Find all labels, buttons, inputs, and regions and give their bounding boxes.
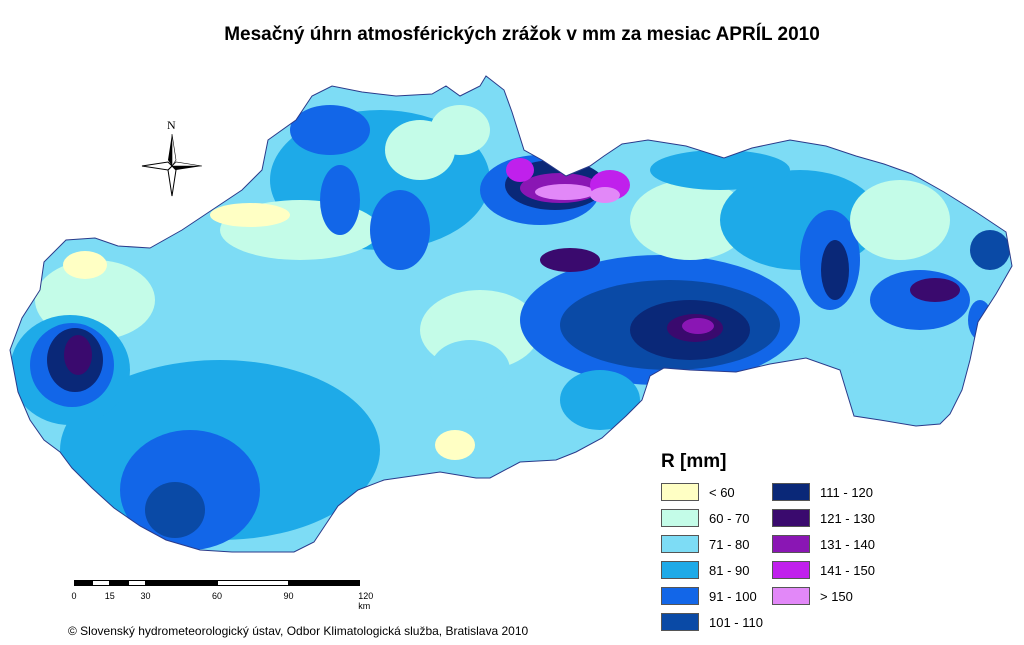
legend-label: 71 - 80	[709, 536, 750, 552]
legend-swatch	[661, 587, 699, 605]
legend-item: 91 - 100	[661, 586, 757, 606]
legend-swatch	[661, 535, 699, 553]
legend-swatch	[772, 587, 810, 605]
scale-tick-label: 30	[140, 591, 151, 601]
legend-item: 81 - 90	[661, 560, 749, 580]
scale-tick-label: 120 km	[358, 591, 374, 611]
legend-title: R [mm]	[661, 451, 727, 472]
legend-item: 111 - 120	[772, 482, 873, 502]
legend-label: > 150	[820, 588, 853, 604]
legend-swatch	[772, 509, 810, 527]
legend-item: 121 - 130	[772, 508, 875, 528]
north-label: N	[167, 118, 176, 132]
scale-tick-label: 0	[71, 591, 77, 601]
legend-item: 101 - 110	[661, 612, 763, 632]
legend-item: 131 - 140	[772, 534, 875, 554]
legend-item: 71 - 80	[661, 534, 749, 554]
legend-label: 81 - 90	[709, 562, 750, 578]
legend-swatch	[661, 509, 699, 527]
scale-tick-label: 15	[104, 591, 115, 601]
legend-label: 111 - 120	[820, 484, 874, 500]
scale-bar-segment	[109, 580, 128, 586]
scale-bar-segment	[288, 580, 360, 586]
scale-bar: 0 15 30 60 90 120 km	[71, 580, 373, 611]
legend-swatch	[772, 483, 810, 501]
legend-item: 60 - 70	[661, 508, 749, 528]
legend-label: 131 - 140	[820, 536, 875, 552]
legend-swatch	[772, 561, 810, 579]
scale-bar-segment	[217, 580, 289, 586]
scale-bar-segment	[145, 580, 217, 586]
legend-label: < 60	[709, 484, 735, 500]
map-title: Mesačný úhrn atmosférických zrážok v mm …	[224, 24, 820, 45]
copyright-notice: © Slovenský hydrometeorologický ústav, O…	[68, 624, 529, 638]
scale-tick-label: 90	[283, 591, 294, 601]
scale-bar-segment	[74, 580, 92, 586]
legend-item: > 150	[772, 586, 853, 606]
legend-label: 60 - 70	[709, 510, 750, 526]
scale-bar-segment	[127, 580, 146, 586]
legend-label: 91 - 100	[709, 588, 757, 604]
scale-bar-segment	[91, 580, 110, 586]
legend-swatch	[661, 483, 699, 501]
legend-swatch	[661, 613, 699, 631]
legend-label: 121 - 130	[820, 510, 875, 526]
legend-swatch	[661, 561, 699, 579]
legend-item: 141 - 150	[772, 560, 875, 580]
legend-label: 101 - 110	[709, 614, 763, 630]
legend-swatch	[772, 535, 810, 553]
legend: < 60 60 - 70 71 - 80 81 - 90 91 - 100 101 - 1…	[661, 482, 921, 632]
compass-rose-icon	[141, 133, 203, 197]
legend-label: 141 - 150	[820, 562, 875, 578]
legend-item: < 60	[661, 482, 735, 502]
scale-tick-label: 60	[211, 591, 223, 601]
